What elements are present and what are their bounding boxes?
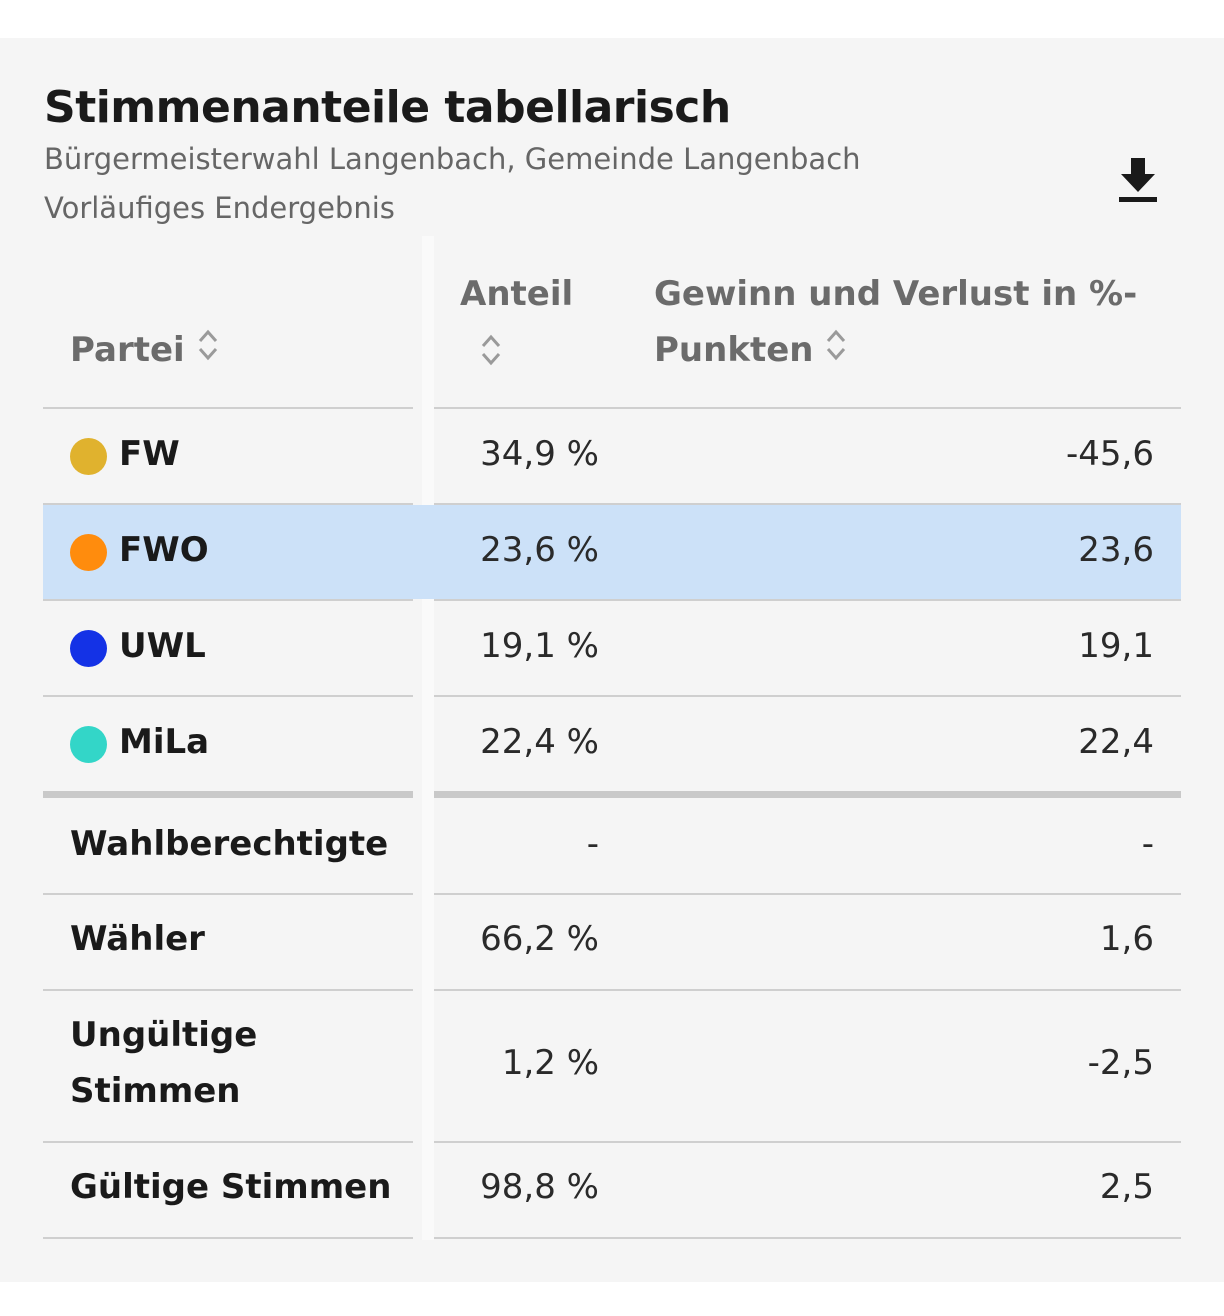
share-value: 66,2 %	[480, 919, 599, 959]
table-row: Ungültige Stimmen 1,2 % -2,5	[0, 991, 1224, 1141]
party-color-dot	[70, 438, 107, 475]
stat-label: Ungültige Stimmen	[70, 1015, 258, 1111]
card-subtitle: Bürgermeisterwahl Langenbach, Gemeinde L…	[44, 142, 861, 176]
change-value: 2,5	[1099, 1167, 1154, 1207]
divider	[43, 599, 413, 601]
divider	[434, 989, 1181, 991]
change-header-label-2: Punkten	[654, 330, 814, 370]
change-value: -	[1141, 824, 1154, 864]
download-icon[interactable]	[1114, 152, 1162, 204]
party-name: FW	[119, 434, 180, 474]
party-color-dot	[70, 726, 107, 763]
divider	[43, 989, 413, 991]
divider	[43, 1141, 413, 1143]
party-name: UWL	[119, 626, 206, 666]
share-value: 34,9 %	[480, 434, 599, 474]
change-value: -2,5	[1087, 1043, 1154, 1083]
section-divider	[43, 791, 413, 798]
divider	[43, 1237, 413, 1239]
share-value: 19,1 %	[480, 626, 599, 666]
stat-label: Wahlberechtigte	[70, 824, 389, 864]
divider	[43, 893, 413, 895]
divider	[434, 599, 1181, 601]
change-value: 23,6	[1078, 530, 1154, 570]
stat-label: Wähler	[70, 919, 205, 959]
sort-change-header[interactable]: Gewinn und Verlust in %- Punkten	[654, 266, 1137, 380]
divider	[434, 893, 1181, 895]
row-highlight	[413, 505, 1181, 599]
results-card: Stimmenanteile tabellarisch Bürgermeiste…	[0, 38, 1224, 1282]
change-value: 19,1	[1078, 626, 1154, 666]
divider	[434, 1141, 1181, 1143]
sort-icon	[480, 322, 573, 374]
share-value: 98,8 %	[480, 1167, 599, 1207]
table-row: Wähler 66,2 % 1,6	[0, 895, 1224, 990]
party-color-dot	[70, 534, 107, 571]
change-value: 1,6	[1099, 919, 1154, 959]
change-header-label: Gewinn und Verlust in %-	[654, 274, 1138, 314]
section-divider	[434, 791, 1181, 798]
party-row-fwo[interactable]: FWO 23,6 % 23,6	[0, 505, 1224, 599]
result-status: Vorläufiges Endergebnis	[44, 191, 395, 225]
share-value: 23,6 %	[480, 530, 599, 570]
divider	[43, 407, 413, 409]
party-row-uwl[interactable]: UWL 19,1 % 19,1	[0, 601, 1224, 695]
change-value: -45,6	[1066, 434, 1154, 474]
column-separator	[422, 236, 434, 1240]
share-value: -	[586, 824, 599, 864]
change-value: 22,4	[1078, 722, 1154, 762]
divider	[434, 695, 1181, 697]
party-color-dot	[70, 630, 107, 667]
table-row: Gültige Stimmen 98,8 % 2,5	[0, 1143, 1224, 1238]
share-header-label: Anteil	[460, 274, 574, 314]
stat-label: Gültige Stimmen	[70, 1167, 392, 1207]
sort-icon	[197, 324, 219, 380]
sort-share-header[interactable]: Anteil	[460, 266, 573, 374]
sort-icon	[825, 324, 847, 380]
party-name: MiLa	[119, 722, 210, 762]
sort-party-header[interactable]: Partei	[70, 322, 219, 380]
divider	[43, 695, 413, 697]
party-name: FWO	[119, 530, 209, 570]
party-row-mila[interactable]: MiLa 22,4 % 22,4	[0, 697, 1224, 791]
share-value: 22,4 %	[480, 722, 599, 762]
table-row: Wahlberechtigte - -	[0, 798, 1224, 894]
party-row-fw[interactable]: FW 34,9 % -45,6	[0, 409, 1224, 503]
share-value: 1,2 %	[501, 1043, 599, 1083]
divider	[434, 503, 1181, 505]
divider	[434, 407, 1181, 409]
party-header-label: Partei	[70, 330, 185, 370]
divider	[434, 1237, 1181, 1239]
card-title: Stimmenanteile tabellarisch	[44, 82, 731, 133]
divider	[43, 503, 413, 505]
